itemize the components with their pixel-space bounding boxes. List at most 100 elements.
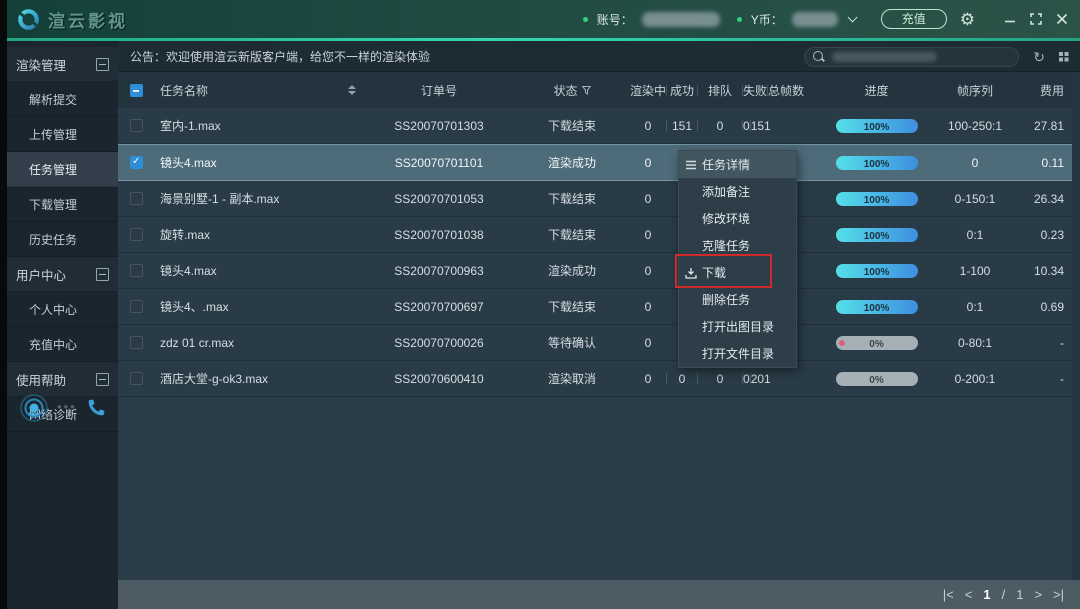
column-progress[interactable]: 进度	[864, 83, 889, 98]
gear-icon[interactable]: ⚙	[959, 9, 975, 29]
column-success[interactable]: 成功	[669, 83, 694, 98]
column-queued[interactable]: 排队	[707, 83, 732, 98]
progress-label: 100%	[863, 121, 890, 133]
table-row[interactable]: 酒店大堂-g-ok3.max SS20070600410 渲染取消 0 0 0 …	[118, 361, 1080, 397]
last-page-button[interactable]: >|	[1053, 587, 1064, 602]
row-checkbox[interactable]	[129, 300, 143, 313]
column-total-frames[interactable]: 总帧数	[768, 83, 805, 98]
minimize-button[interactable]	[1004, 13, 1016, 25]
grid-view-icon[interactable]	[1059, 52, 1068, 61]
table-row[interactable]: 海景别墅-1 - 副本.max SS20070701053 下载结束 0 151…	[118, 181, 1080, 217]
task-name: 镜头4、.max	[160, 300, 229, 314]
context-menu-item[interactable]: 添加备注	[679, 178, 796, 205]
order-number: SS20070701053	[394, 191, 484, 206]
table-row[interactable]: 镜头4、.max SS20070700697 下载结束 0 1 100%	[118, 289, 1080, 325]
context-menu-item[interactable]: 打开文件目录	[679, 340, 796, 367]
progress-label: 100%	[863, 266, 890, 278]
column-order-number[interactable]: 订单号	[420, 83, 457, 98]
total-pages: 1	[1016, 587, 1024, 602]
sidebar-item[interactable]: 上传管理	[7, 117, 118, 152]
phone-icon[interactable]	[85, 397, 107, 419]
column-cost[interactable]: 费用	[1039, 83, 1064, 98]
table-row[interactable]: 镜头4.max SS20070700963 渲染成功 0 100 100%	[118, 253, 1080, 289]
status-text: 渲染成功	[547, 156, 596, 170]
customer-service-icon[interactable]	[19, 393, 49, 423]
table-row[interactable]: zdz 01 cr.max SS20070700026 等待确认 0 81 0%	[118, 325, 1080, 361]
column-status[interactable]: 状态	[514, 82, 630, 99]
row-checkbox[interactable]	[129, 192, 143, 205]
row-checkbox[interactable]	[129, 372, 143, 385]
stat-rendering: 0	[644, 227, 652, 242]
sidebar-item[interactable]: 用户中心	[7, 257, 118, 292]
stat-rendering: 0	[644, 371, 652, 386]
context-menu-item[interactable]: 删除任务	[679, 286, 796, 313]
context-menu-item-label: 添加备注	[702, 185, 751, 199]
collapse-icon[interactable]	[96, 267, 109, 281]
sidebar-item[interactable]: 任务管理	[7, 152, 118, 187]
context-menu-item[interactable]: 下载	[679, 259, 796, 286]
sidebar-item[interactable]: 个人中心	[7, 292, 118, 327]
context-menu-item-label: 打开文件目录	[702, 347, 775, 361]
stat-rendering: 0	[644, 299, 652, 314]
cost-value: -	[1060, 335, 1064, 350]
context-menu-item[interactable]: 修改环境	[679, 205, 796, 232]
sidebar-item-label: 使用帮助	[16, 373, 67, 388]
chevron-down-icon[interactable]	[847, 12, 858, 23]
sidebar-item[interactable]: 解析提交	[7, 82, 118, 117]
maximize-button[interactable]	[1030, 13, 1042, 25]
filter-icon[interactable]	[580, 85, 592, 95]
current-page: 1	[983, 587, 991, 602]
recharge-button[interactable]: 充值	[880, 9, 947, 29]
sidebar-item[interactable]: 充值中心	[7, 327, 118, 362]
stat-total: 151	[750, 118, 771, 133]
collapse-icon[interactable]	[96, 57, 109, 71]
sidebar-item[interactable]: 渲染管理	[7, 47, 118, 82]
collapse-icon[interactable]	[96, 372, 109, 386]
announcement-text: 公告：欢迎使用渲云新版客户端，给您不一样的渲染体验	[130, 49, 431, 64]
context-menu-item[interactable]: 克隆任务	[679, 232, 796, 259]
table-row[interactable]: 镜头4.max SS20070701101 渲染成功 0 1 100%	[118, 144, 1080, 181]
column-failed[interactable]: 失败	[743, 83, 768, 98]
select-all-checkbox[interactable]	[129, 83, 143, 97]
prev-page-button[interactable]: <	[964, 587, 973, 602]
table-row[interactable]: 旋转.max SS20070701038 下载结束 0 1 100%	[118, 217, 1080, 253]
sort-icon[interactable]	[348, 85, 356, 95]
task-detail-icon	[685, 160, 697, 170]
search-input[interactable]	[804, 46, 1020, 67]
stat-queued: 0	[716, 371, 724, 386]
first-page-button[interactable]: |<	[942, 587, 954, 602]
column-stats-group: 渲染中 成功 排队 失败 总帧数	[630, 82, 814, 99]
context-menu-item[interactable]: 打开出图目录	[679, 313, 796, 340]
row-checkbox[interactable]	[129, 156, 143, 169]
row-checkbox[interactable]	[129, 264, 143, 277]
frame-sequence: 100-250:1	[947, 118, 1003, 133]
row-checkbox[interactable]	[129, 336, 143, 349]
column-rendering[interactable]: 渲染中	[630, 83, 667, 98]
progress-label: 0%	[869, 374, 884, 386]
progress-label: 100%	[863, 158, 890, 170]
sidebar: 渲染管理 解析提交 上传管理 任务管理	[7, 41, 118, 609]
table-row[interactable]: 室内-1.max SS20070701303 下载结束 0 151 0 0 15…	[118, 108, 1080, 144]
titlebar: 渲云影视 账号： Y币： 充值 ⚙	[7, 0, 1080, 38]
status-text: 下载结束	[547, 228, 596, 242]
window-left-edge	[0, 0, 7, 609]
close-button[interactable]	[1056, 13, 1068, 25]
sidebar-item[interactable]: 使用帮助	[7, 362, 118, 397]
next-page-button[interactable]: >	[1034, 587, 1043, 602]
row-checkbox[interactable]	[129, 228, 143, 241]
row-checkbox[interactable]	[129, 119, 143, 132]
order-number: SS20070700963	[394, 263, 484, 278]
context-menu-item[interactable]: 任务详情	[679, 151, 796, 178]
accent-divider	[7, 38, 1080, 41]
refresh-icon[interactable]: ↻	[1033, 48, 1045, 65]
frame-sequence: 0-150:1	[954, 191, 996, 206]
sidebar-item[interactable]: 下载管理	[7, 187, 118, 222]
task-name: 室内-1.max	[160, 119, 221, 133]
scrollbar-gutter[interactable]	[1072, 72, 1080, 580]
column-frame-sequence[interactable]: 帧序列	[956, 83, 993, 98]
column-task-name[interactable]: 任务名称	[160, 83, 209, 98]
cost-value: 10.34	[1033, 263, 1064, 278]
task-name: 镜头4.max	[160, 264, 217, 278]
progress-bar: 100%	[835, 299, 918, 314]
sidebar-item[interactable]: 历史任务	[7, 222, 118, 257]
